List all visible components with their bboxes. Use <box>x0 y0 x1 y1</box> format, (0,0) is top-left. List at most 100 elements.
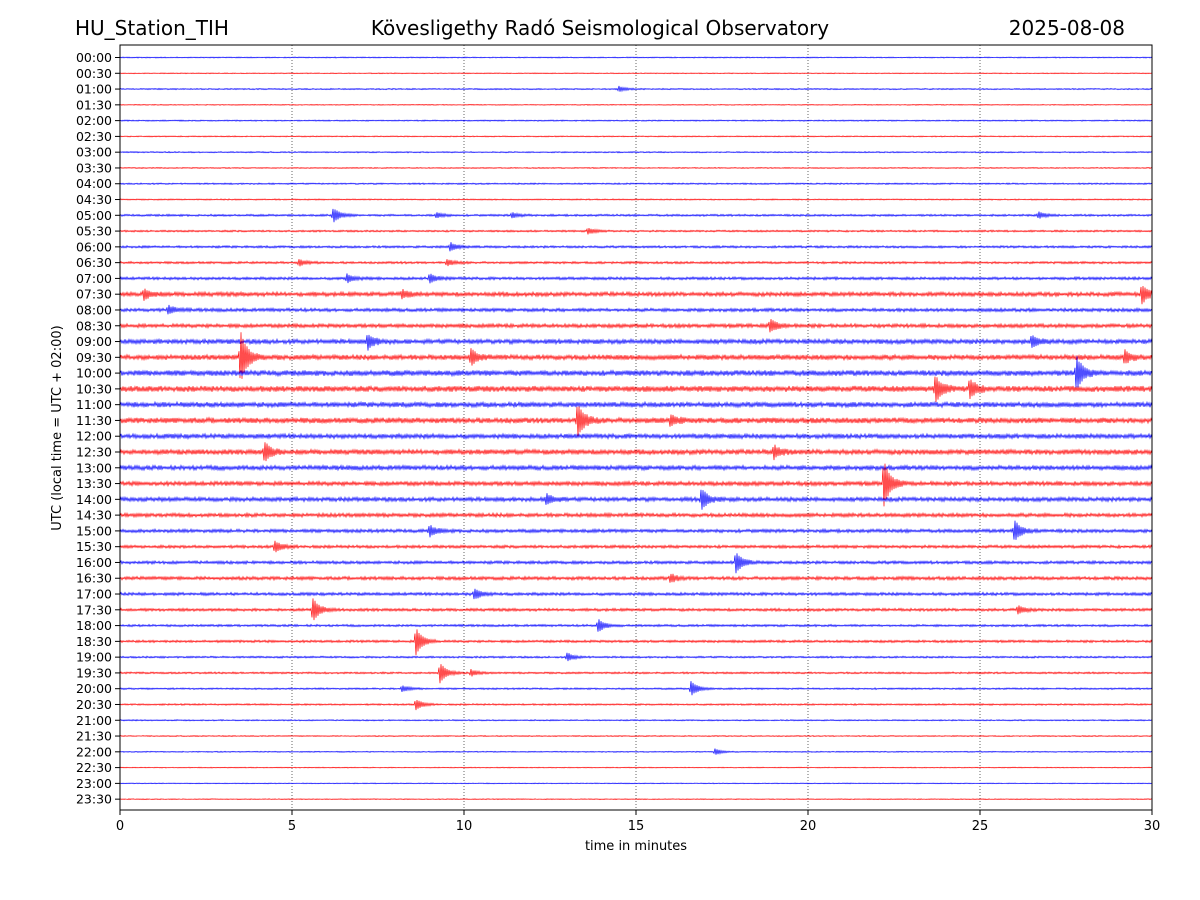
row-time-label: 14:30 <box>76 508 112 523</box>
row-time-label: 06:00 <box>76 239 112 254</box>
trace-2330 <box>119 798 1153 801</box>
trace-1530 <box>119 540 1153 553</box>
trace-0300 <box>119 150 1153 154</box>
row-time-label: 18:00 <box>76 618 112 633</box>
row-time-label: 10:00 <box>76 366 112 381</box>
trace-1200 <box>119 432 1153 440</box>
row-time-label: 22:30 <box>76 760 112 775</box>
x-tick-label: 10 <box>456 819 473 834</box>
row-time-label: 11:00 <box>76 397 112 412</box>
row-time-label: 01:00 <box>76 82 112 97</box>
chart-title: Kövesligethy Radó Seismological Observat… <box>371 16 829 40</box>
row-time-label: 14:00 <box>76 492 112 507</box>
row-time-label: 01:30 <box>76 97 112 112</box>
trace-1430 <box>119 511 1153 519</box>
trace-1330 <box>119 463 1153 507</box>
trace-1300 <box>119 464 1153 472</box>
row-time-label: 16:00 <box>76 555 112 570</box>
trace-1730 <box>119 598 1153 621</box>
trace-0430 <box>119 198 1153 201</box>
row-time-label: 20:30 <box>76 697 112 712</box>
row-time-label: 21:30 <box>76 729 112 744</box>
row-time-label: 05:30 <box>76 224 112 239</box>
trace-0900 <box>119 334 1153 351</box>
seismic-traces <box>119 56 1153 801</box>
x-tick-label: 0 <box>116 819 124 834</box>
date-label: 2025-08-08 <box>1009 16 1125 40</box>
trace-0200 <box>119 119 1153 122</box>
station-label: HU_Station_TIH <box>75 16 229 40</box>
row-time-label: 00:30 <box>76 66 112 81</box>
row-time-label: 20:00 <box>76 681 112 696</box>
trace-1930 <box>119 664 1153 684</box>
trace-0830 <box>119 319 1153 333</box>
row-time-label: 17:00 <box>76 587 112 602</box>
row-time-label: 15:00 <box>76 523 112 538</box>
row-time-label: 08:00 <box>76 302 112 317</box>
trace-0100 <box>119 85 1153 93</box>
trace-0530 <box>119 227 1153 235</box>
trace-1230 <box>119 442 1153 462</box>
x-tick-label: 5 <box>288 819 296 834</box>
trace-1700 <box>119 588 1153 600</box>
trace-1500 <box>119 520 1153 540</box>
trace-1630 <box>119 573 1153 583</box>
row-time-label: 11:30 <box>76 413 112 428</box>
trace-1830 <box>119 629 1153 656</box>
trace-1400 <box>119 489 1153 510</box>
x-axis-ticks: 0 5 10 15 20 25 30 <box>116 810 1160 834</box>
trace-1600 <box>119 553 1153 574</box>
row-time-label: 12:00 <box>76 429 112 444</box>
row-time-label: 23:30 <box>76 792 112 807</box>
row-time-label: 12:30 <box>76 445 112 460</box>
x-tick-label: 15 <box>628 819 645 834</box>
x-tick-label: 25 <box>972 819 989 834</box>
row-time-label: 16:30 <box>76 571 112 586</box>
trace-1900 <box>119 652 1153 662</box>
row-time-label: 10:30 <box>76 381 112 396</box>
trace-0600 <box>119 242 1153 252</box>
trace-1030 <box>119 376 1153 402</box>
trace-1800 <box>119 619 1153 632</box>
row-time-label: 06:30 <box>76 255 112 270</box>
trace-2130 <box>119 734 1153 738</box>
row-time-label: 18:30 <box>76 634 112 649</box>
plot-frame <box>119 44 1153 811</box>
row-time-label: 00:00 <box>76 50 112 65</box>
row-time-label: 07:30 <box>76 287 112 302</box>
trace-2200 <box>119 748 1153 755</box>
row-time-label: 05:00 <box>76 208 112 223</box>
trace-0800 <box>119 304 1153 315</box>
x-tick-label: 30 <box>1144 819 1161 834</box>
row-time-labels: 00:0000:3001:0001:3002:0002:3003:0003:30… <box>76 50 120 807</box>
trace-1130 <box>119 406 1153 437</box>
trace-0130 <box>119 103 1153 106</box>
trace-0730 <box>119 286 1153 305</box>
row-time-label: 22:00 <box>76 744 112 759</box>
row-time-label: 19:00 <box>76 650 112 665</box>
row-time-label: 02:00 <box>76 113 112 128</box>
trace-0230 <box>119 135 1153 138</box>
row-time-label: 23:00 <box>76 776 112 791</box>
trace-2030 <box>119 699 1153 711</box>
row-time-label: 08:30 <box>76 318 112 333</box>
row-time-label: 19:30 <box>76 665 112 680</box>
trace-0930 <box>119 332 1153 379</box>
row-time-label: 09:00 <box>76 334 112 349</box>
row-time-label: 02:30 <box>76 129 112 144</box>
trace-2000 <box>119 681 1153 696</box>
trace-2100 <box>119 718 1153 722</box>
row-time-label: 04:00 <box>76 176 112 191</box>
row-time-label: 13:30 <box>76 476 112 491</box>
row-time-label: 03:30 <box>76 160 112 175</box>
y-axis-label: UTC (local time = UTC + 02:00) <box>50 325 65 530</box>
row-time-label: 09:30 <box>76 350 112 365</box>
row-time-label: 15:30 <box>76 539 112 554</box>
row-time-label: 03:00 <box>76 145 112 160</box>
row-time-label: 13:00 <box>76 460 112 475</box>
trace-0700 <box>119 273 1153 284</box>
row-time-label: 07:00 <box>76 271 112 286</box>
trace-0500 <box>119 208 1153 223</box>
trace-2300 <box>119 782 1153 785</box>
